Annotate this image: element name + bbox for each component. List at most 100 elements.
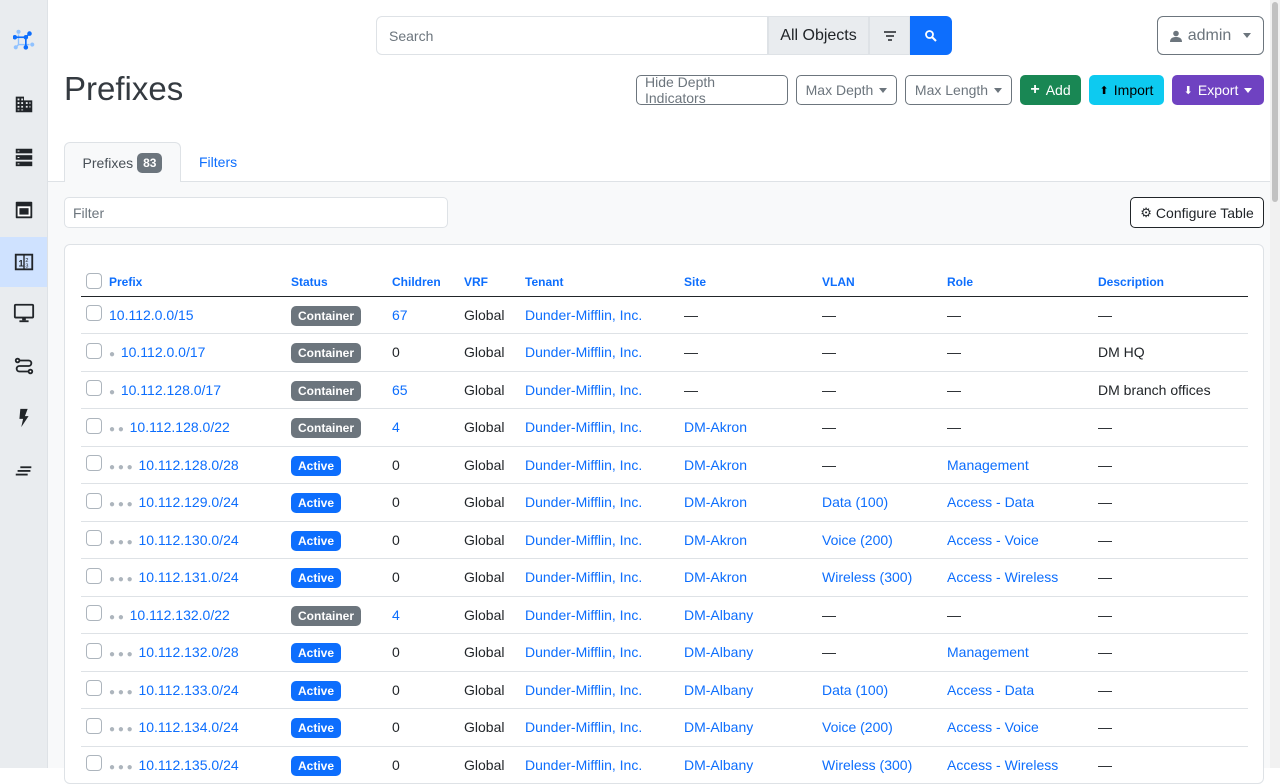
site-link[interactable]: DM-Akron	[684, 419, 748, 436]
prefix-link[interactable]: 10.112.128.0/22	[129, 419, 230, 436]
configure-table-button[interactable]: ⚙ Configure Table	[1130, 197, 1264, 228]
row-checkbox[interactable]	[86, 455, 102, 472]
site-link[interactable]: DM-Akron	[684, 569, 748, 586]
children-link[interactable]: 4	[392, 606, 400, 623]
site-link[interactable]: DM-Akron	[684, 531, 748, 548]
max-depth-dropdown[interactable]: Max Depth	[796, 75, 897, 105]
row-checkbox[interactable]	[86, 380, 102, 397]
devices-icon[interactable]	[0, 132, 47, 182]
tab-filters[interactable]: Filters	[199, 154, 238, 170]
prefix-link[interactable]: 10.112.134.0/24	[138, 719, 239, 736]
site-link[interactable]: DM-Albany	[684, 681, 754, 698]
tenant-link[interactable]: Dunder-Mifflin, Inc.	[525, 306, 643, 323]
site-link[interactable]: DM-Albany	[684, 719, 754, 736]
prefix-link[interactable]: 10.112.132.0/28	[138, 644, 239, 661]
prefix-link[interactable]: 10.112.135.0/24	[138, 756, 239, 773]
tenant-link[interactable]: Dunder-Mifflin, Inc.	[525, 681, 643, 698]
select-all-checkbox[interactable]	[86, 272, 102, 289]
search-filter-button[interactable]	[869, 16, 910, 55]
row-checkbox[interactable]	[86, 530, 102, 547]
children-link[interactable]: 4	[392, 419, 400, 436]
scrollbar-thumb[interactable]	[1272, 2, 1278, 202]
prefix-link[interactable]: 10.112.131.0/24	[138, 569, 239, 586]
column-header-prefix[interactable]: Prefix	[109, 265, 291, 297]
role-link[interactable]: Access - Data	[947, 681, 1035, 698]
hide-depth-indicators-button[interactable]: Hide Depth Indicators	[636, 74, 788, 106]
site-link[interactable]: DM-Albany	[684, 644, 754, 661]
user-menu-button[interactable]: admin	[1157, 16, 1264, 55]
tenant-link[interactable]: Dunder-Mifflin, Inc.	[525, 644, 643, 661]
vlan-link[interactable]: Data (100)	[822, 681, 889, 698]
tenant-link[interactable]: Dunder-Mifflin, Inc.	[525, 756, 643, 773]
row-checkbox[interactable]	[86, 642, 102, 659]
tenant-link[interactable]: Dunder-Mifflin, Inc.	[525, 419, 643, 436]
prefix-link[interactable]: 10.112.132.0/22	[129, 606, 230, 623]
site-link[interactable]: DM-Albany	[684, 756, 754, 773]
column-header-status[interactable]: Status	[291, 265, 392, 297]
table-filter-input[interactable]	[64, 197, 448, 228]
prefix-link[interactable]: 10.112.128.0/17	[120, 381, 221, 398]
organization-icon[interactable]	[0, 79, 47, 129]
page-scrollbar[interactable]	[1270, 0, 1280, 768]
prefix-link[interactable]: 10.112.130.0/24	[138, 531, 239, 548]
row-checkbox[interactable]	[86, 342, 102, 359]
connections-icon[interactable]	[0, 185, 47, 235]
add-button[interactable]: + Add	[1020, 75, 1081, 105]
search-scope-select[interactable]: All Objects	[768, 16, 869, 55]
site-link[interactable]: DM-Akron	[684, 494, 748, 511]
tenant-link[interactable]: Dunder-Mifflin, Inc.	[525, 531, 643, 548]
site-link[interactable]: DM-Albany	[684, 606, 754, 623]
tenant-link[interactable]: Dunder-Mifflin, Inc.	[525, 569, 643, 586]
tenant-link[interactable]: Dunder-Mifflin, Inc.	[525, 494, 643, 511]
site-link[interactable]: DM-Akron	[684, 456, 748, 473]
role-link[interactable]: Access - Voice	[947, 719, 1039, 736]
tenant-link[interactable]: Dunder-Mifflin, Inc.	[525, 456, 643, 473]
role-link[interactable]: Management	[947, 644, 1029, 661]
column-header-children[interactable]: Children	[392, 265, 464, 297]
row-checkbox[interactable]	[86, 492, 102, 509]
row-checkbox[interactable]	[86, 717, 102, 734]
role-link[interactable]: Management	[947, 456, 1029, 473]
row-checkbox[interactable]	[86, 305, 102, 322]
vlan-link[interactable]: Voice (200)	[822, 531, 893, 548]
vlan-link[interactable]: Voice (200)	[822, 719, 893, 736]
role-link[interactable]: Access - Voice	[947, 531, 1039, 548]
prefix-link[interactable]: 10.112.0.0/15	[109, 306, 194, 323]
column-header-vrf[interactable]: VRF	[464, 265, 525, 297]
virtualization-icon[interactable]	[0, 288, 47, 338]
prefix-link[interactable]: 10.112.0.0/17	[120, 344, 206, 361]
vlan-link[interactable]: Wireless (300)	[822, 756, 913, 773]
row-checkbox[interactable]	[86, 567, 102, 584]
row-checkbox[interactable]	[86, 417, 102, 434]
column-header-tenant[interactable]: Tenant	[525, 265, 684, 297]
tenant-link[interactable]: Dunder-Mifflin, Inc.	[525, 606, 643, 623]
export-dropdown[interactable]: ⬇ Export	[1172, 75, 1264, 105]
other-icon[interactable]	[0, 445, 47, 495]
import-button[interactable]: ⬆ Import	[1089, 75, 1164, 105]
role-link[interactable]: Access - Wireless	[947, 569, 1059, 586]
column-header-description[interactable]: Description	[1098, 265, 1248, 297]
role-link[interactable]: Access - Wireless	[947, 756, 1059, 773]
row-checkbox[interactable]	[86, 605, 102, 622]
column-header-site[interactable]: Site	[684, 265, 822, 297]
tenant-link[interactable]: Dunder-Mifflin, Inc.	[525, 719, 643, 736]
column-header-vlan[interactable]: VLAN	[822, 265, 947, 297]
row-checkbox[interactable]	[86, 755, 102, 772]
tenant-link[interactable]: Dunder-Mifflin, Inc.	[525, 344, 643, 361]
column-header-role[interactable]: Role	[947, 265, 1098, 297]
prefix-link[interactable]: 10.112.133.0/24	[138, 681, 239, 698]
search-input[interactable]	[376, 16, 768, 55]
children-link[interactable]: 67	[392, 306, 408, 323]
vlan-link[interactable]: Data (100)	[822, 494, 889, 511]
circuits-icon[interactable]	[0, 341, 47, 391]
vlan-link[interactable]: Wireless (300)	[822, 569, 913, 586]
role-link[interactable]: Access - Data	[947, 494, 1035, 511]
row-checkbox[interactable]	[86, 680, 102, 697]
children-link[interactable]: 65	[392, 381, 408, 398]
search-button[interactable]	[910, 16, 952, 55]
prefix-link[interactable]: 10.112.128.0/28	[138, 456, 239, 473]
prefix-link[interactable]: 10.112.129.0/24	[138, 494, 239, 511]
power-icon[interactable]	[0, 393, 47, 443]
max-length-dropdown[interactable]: Max Length	[905, 75, 1012, 105]
